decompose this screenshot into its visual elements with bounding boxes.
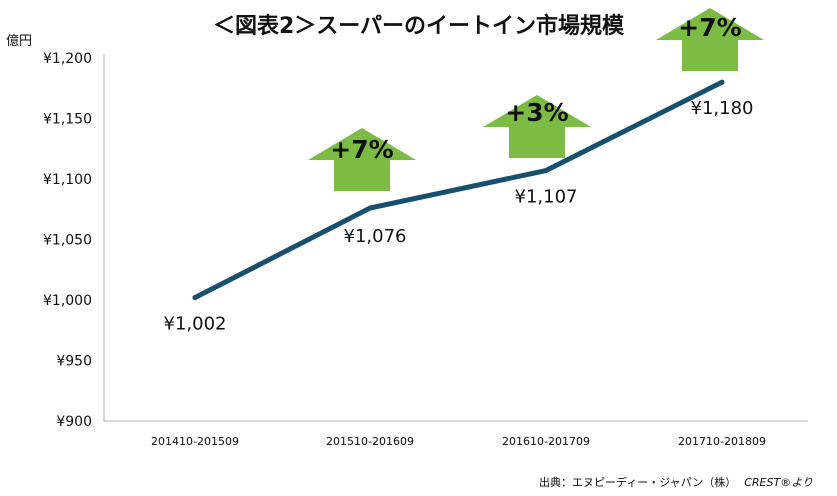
y-tick-label: ¥1,000 (43, 293, 92, 309)
x-tick-label: 201410-201509 (151, 435, 239, 448)
y-unit-label: 億円 (6, 34, 33, 49)
growth-label: +7% (330, 135, 393, 164)
x-tick-label: 201710-201809 (678, 435, 766, 448)
data-point (543, 168, 549, 174)
growth-label: +3% (505, 98, 568, 127)
y-tick-label: ¥1,050 (43, 233, 92, 249)
y-tick-label: ¥1,200 (43, 51, 92, 67)
y-tick-label: ¥900 (56, 414, 92, 430)
data-label: ¥1,002 (164, 314, 227, 335)
data-point (192, 295, 198, 301)
growth-arrow-icon (656, 8, 764, 71)
data-label: ¥1,107 (515, 187, 578, 208)
data-point (367, 205, 373, 211)
growth-label: +7% (678, 13, 741, 42)
source-text: 出典：エヌピーディー・ジャパン（株） (539, 476, 737, 489)
series-line (192, 79, 725, 301)
data-label: ¥1,180 (691, 98, 754, 119)
source-company: CREST®より (744, 476, 813, 489)
source-note: 出典：エヌピーディー・ジャパン（株） CREST®より (539, 474, 813, 490)
y-tick-label: ¥1,100 (43, 172, 92, 188)
x-tick-label: 201510-201609 (326, 435, 414, 448)
x-tick-label: 201610-201709 (502, 435, 590, 448)
data-label: ¥1,076 (344, 226, 407, 247)
data-point (719, 79, 725, 85)
growth-arrow-icon (483, 95, 591, 158)
chart-title: ＜図表2＞スーパーのイートイン市場規模 (212, 14, 625, 39)
y-tick-label: ¥1,150 (43, 112, 92, 128)
y-tick-label: ¥950 (56, 354, 92, 370)
growth-arrow-icon (308, 128, 416, 191)
